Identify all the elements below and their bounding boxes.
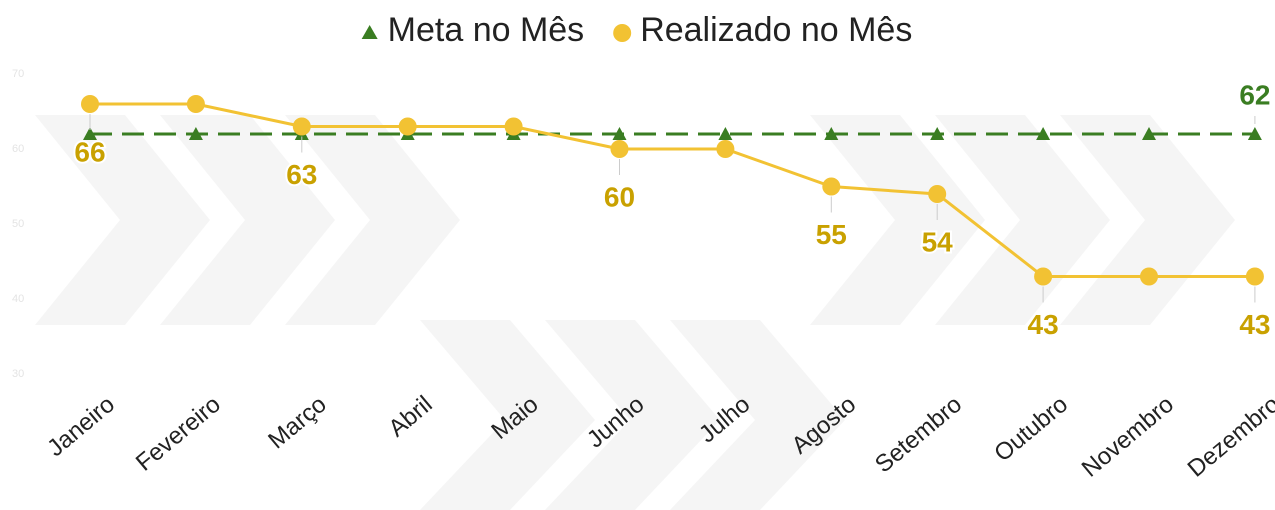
legend-marker (361, 25, 378, 39)
background-chevrons (35, 115, 1235, 510)
legend-label: Realizado no Mês (640, 11, 912, 49)
x-tick-label: Abril (383, 391, 437, 443)
legend-label: Meta no Mês (388, 11, 585, 49)
y-tick-label: 50 (12, 218, 24, 230)
x-tick-label: Janeiro (42, 391, 120, 462)
point-marker (504, 117, 523, 136)
data-label: 43 (1028, 309, 1059, 340)
data-label: 54 (922, 226, 954, 257)
data-label: 55 (816, 219, 847, 250)
point-marker (186, 95, 205, 113)
x-tick-label: Março (263, 391, 331, 455)
point-marker (610, 140, 629, 158)
x-tick-label: Setembro (870, 391, 967, 479)
data-label: 63 (286, 159, 317, 190)
legend-marker (613, 24, 632, 42)
data-label: 66 (74, 136, 105, 167)
point-marker (824, 127, 839, 140)
x-tick-label: Outubro (989, 391, 1073, 467)
point-marker (1034, 267, 1053, 286)
x-tick-label: Fevereiro (131, 391, 226, 477)
y-tick-label: 70 (12, 68, 24, 80)
point-marker (1036, 127, 1051, 140)
point-marker (930, 127, 945, 140)
y-tick-label: 30 (12, 368, 24, 380)
data-label: 60 (604, 181, 635, 212)
point-marker (716, 140, 735, 158)
data-label: 43 (1239, 309, 1270, 340)
point-marker (928, 185, 947, 203)
point-marker (398, 117, 417, 136)
point-marker (822, 177, 841, 196)
point-marker (1247, 127, 1262, 140)
point-marker (292, 117, 311, 136)
point-marker (612, 127, 627, 140)
data-label: 62 (1239, 79, 1270, 110)
y-tick-label: 40 (12, 293, 24, 305)
point-marker (83, 127, 97, 140)
x-tick-label: Dezembro (1183, 391, 1275, 483)
x-tick-label: Novembro (1077, 391, 1179, 483)
point-marker (81, 95, 99, 113)
point-marker (188, 127, 203, 140)
point-marker (1245, 267, 1264, 286)
series-line (90, 102, 1255, 278)
point-marker (1140, 267, 1158, 286)
point-marker (718, 127, 733, 140)
y-tick-label: 60 (12, 143, 24, 155)
point-marker (1142, 127, 1156, 140)
